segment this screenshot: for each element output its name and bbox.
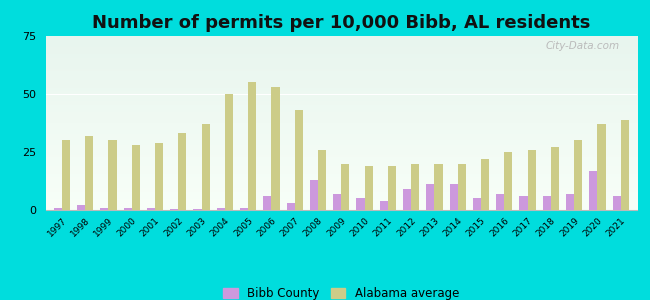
Bar <box>77 206 85 210</box>
Bar <box>310 180 318 210</box>
Bar <box>504 152 512 210</box>
Bar <box>426 184 434 210</box>
Bar <box>566 194 574 210</box>
Bar <box>341 164 350 210</box>
Bar <box>100 208 109 210</box>
Bar <box>612 196 621 210</box>
Title: Number of permits per 10,000 Bibb, AL residents: Number of permits per 10,000 Bibb, AL re… <box>92 14 590 32</box>
Bar <box>481 159 489 210</box>
Bar <box>458 164 466 210</box>
Bar <box>380 201 388 210</box>
Bar <box>54 208 62 210</box>
Bar <box>403 189 411 210</box>
Bar <box>248 82 256 210</box>
Bar <box>287 203 294 210</box>
Bar <box>272 87 280 210</box>
Bar <box>551 147 559 210</box>
Bar <box>356 198 365 210</box>
Bar <box>109 140 116 210</box>
Bar <box>450 184 458 210</box>
Bar <box>434 164 443 210</box>
Bar <box>225 94 233 210</box>
Bar <box>388 166 396 210</box>
Bar <box>216 208 225 210</box>
Bar <box>263 196 272 210</box>
Bar <box>62 140 70 210</box>
Bar <box>519 196 528 210</box>
Bar <box>528 150 536 210</box>
Bar <box>621 119 629 210</box>
Bar <box>543 196 551 210</box>
Bar <box>411 164 419 210</box>
Bar <box>132 145 140 210</box>
Bar <box>147 208 155 210</box>
Bar <box>194 209 202 210</box>
Bar <box>170 209 178 210</box>
Bar <box>333 194 341 210</box>
Bar <box>597 124 606 210</box>
Bar <box>574 140 582 210</box>
Bar <box>85 136 93 210</box>
Bar <box>124 208 132 210</box>
Bar <box>318 150 326 210</box>
Bar <box>202 124 210 210</box>
Bar <box>155 143 163 210</box>
Bar <box>294 110 303 210</box>
Text: City-Data.com: City-Data.com <box>545 41 619 51</box>
Bar <box>590 171 597 210</box>
Legend: Bibb County, Alabama average: Bibb County, Alabama average <box>218 283 464 300</box>
Bar <box>496 194 504 210</box>
Bar <box>240 208 248 210</box>
Bar <box>473 198 481 210</box>
Bar <box>178 134 187 210</box>
Bar <box>365 166 372 210</box>
